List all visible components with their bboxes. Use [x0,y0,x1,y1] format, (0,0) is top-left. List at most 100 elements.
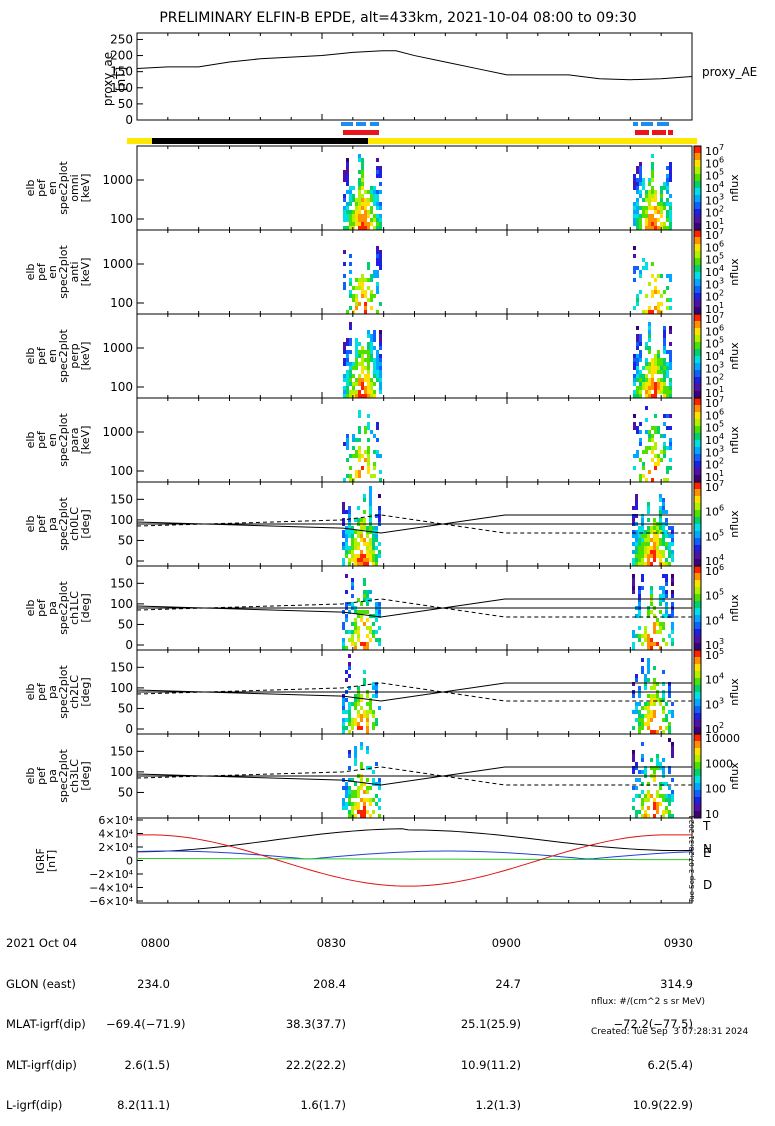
spectrogram-event-1 [361,354,364,358]
pitch-angle-event-2 [638,526,641,530]
pitch-angle-event-2 [650,594,653,598]
spectrogram-event-2 [645,394,648,398]
pitch-angle-event-1 [345,802,348,806]
pitch-angle-event-2 [656,794,659,798]
colorbar-cell [694,401,701,406]
pitch-angle-event-1 [363,710,366,714]
colorbar-tick-label: 103 [705,637,724,652]
pitch-angle-event-2 [641,726,644,730]
pitch-angle-event-1 [369,510,372,514]
spectrogram-event-2 [645,266,648,270]
spectrogram-event-1 [343,282,346,286]
pitch-angle-event-1 [354,782,357,786]
pitch-angle-event-1 [366,798,369,802]
spectrogram-event-1 [343,262,346,266]
spectrogram-event-1 [367,198,370,202]
ae-ytick-label: 100 [110,81,133,95]
spectrogram-event-1 [370,206,373,210]
spectrogram-event-1 [343,386,346,390]
pitch-angle-ylabel-line: ch1LC [68,591,81,625]
pitch-angle-event-1 [360,618,363,622]
colorbar-cell [694,212,701,217]
spectrogram-event-2 [648,382,651,386]
spectrogram-event-1 [367,390,370,394]
pitch-angle-event-1 [357,506,360,510]
spectrogram-event-2 [651,166,654,170]
pitch-angle-event-2 [641,802,644,806]
spectrogram-event-2 [669,466,672,470]
spectrogram-event-1 [361,214,364,218]
spectrogram-event-1 [349,374,352,378]
colorbar-tick-label: 1000 [705,757,733,770]
spectrogram-event-1 [376,370,379,374]
spectrogram-event-1 [364,390,367,394]
spectrogram-event-1 [364,294,367,298]
pitch-angle-event-2 [650,586,653,590]
colorbar-cell [694,345,701,350]
pitch-angle-event-1 [372,778,375,782]
pitch-angle-event-2 [638,718,641,722]
spectrogram-event-1 [349,218,352,222]
pitch-angle-event-1 [357,518,360,522]
pitch-angle-event-2 [647,790,650,794]
pitch-angle-event-1 [357,626,360,630]
pitch-angle-event-2 [665,534,668,538]
colorbar-cell [694,524,701,528]
pitch-angle-event-1 [363,494,366,498]
pitch-angle-event-2 [650,546,653,550]
spectrogram-event-2 [642,266,645,270]
info-label-mlt: MLT-igrf(dip) [6,1057,77,1072]
spectrogram-event-1 [343,198,346,202]
colorbar-tick-label: 104 [705,348,724,363]
loss-cone-line [136,682,692,702]
pitch-angle-event-2 [647,554,650,558]
colorbar-cell [694,587,701,591]
pitch-angle-event-2 [641,718,644,722]
spectrogram-event-2 [651,154,654,158]
pitch-angle-event-1 [351,538,354,542]
colorbar-tick-label: 104 [705,612,724,627]
spectrogram-event-2 [663,382,666,386]
spectrogram-event-2 [669,214,672,218]
spectrogram-event-1 [367,386,370,390]
pitch-angle-event-1 [375,722,378,726]
pitch-angle-event-2 [647,534,650,538]
spectrogram-event-2 [633,270,636,274]
spectrogram-event-2 [651,290,654,294]
spectrogram-event-1 [379,262,382,266]
spectrogram-event-2 [648,194,651,198]
spectrogram-event-1 [355,366,358,370]
spectrogram-event-1 [346,338,349,342]
pitch-angle-event-2 [647,518,650,522]
spectrogram-event-2 [669,218,672,222]
igrf-ytick-label: −2×10⁴ [89,868,133,881]
spectrogram-ylabel-line: [keV] [79,258,92,287]
spectrogram-event-1 [346,166,349,170]
pitch-angle-event-1 [369,802,372,806]
colorbar-cell [694,363,701,367]
spectrogram-event-2 [639,370,642,374]
pitch-angle-event-2 [644,626,647,630]
spectrogram-event-1 [364,374,367,378]
spectrogram-event-2 [660,206,663,210]
colorbar-tick-label: 102 [705,721,724,736]
spectrogram-event-2 [651,378,654,382]
pitch-angle-event-2 [662,670,665,674]
colorbar-cell [694,240,701,245]
colorbar-cell [694,300,701,304]
colorbar-cell [694,303,701,308]
info-cell: 314.9 [660,976,693,991]
colorbar-label: nflux [728,342,741,370]
spectrogram-event-1 [376,258,379,262]
pitch-angle-event-2 [671,578,674,582]
spectrogram-event-1 [358,450,361,454]
spectrogram-event-1 [349,338,352,342]
colorbar-cell [694,552,701,556]
pitch-angle-event-1 [345,602,348,606]
colorbar-cell [694,643,701,647]
spectrogram-event-2 [636,178,639,182]
spectrogram-event-2 [666,390,669,394]
pitch-angle-event-1 [363,518,366,522]
pitch-angle-event-2 [659,538,662,542]
